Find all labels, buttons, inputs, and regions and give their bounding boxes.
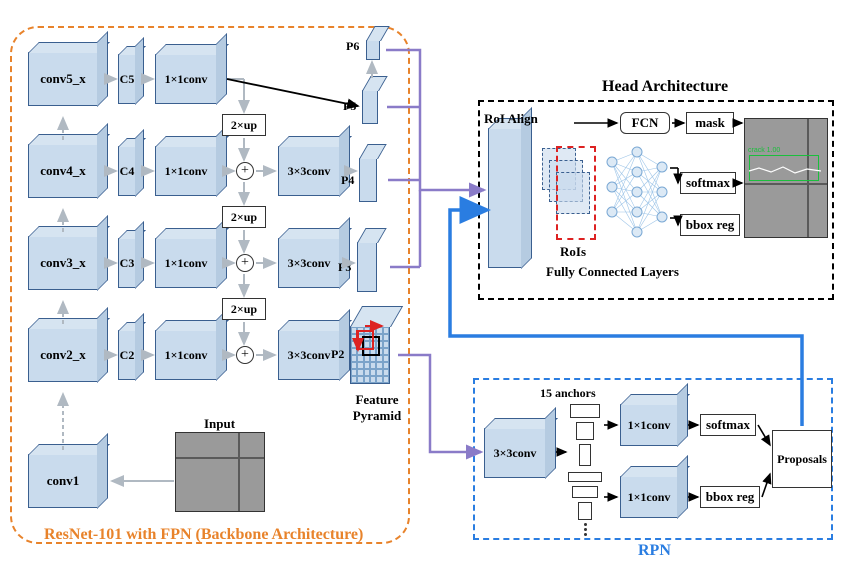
c4-slab: C4 <box>118 146 136 196</box>
mask-box: mask <box>686 112 734 134</box>
up-3to2: 2×up <box>222 298 266 320</box>
p2-label: P2 <box>331 347 344 362</box>
softmax-box: softmax <box>680 172 736 194</box>
out-p4: 3×3conv <box>278 146 340 196</box>
lat-conv5: 1×1conv <box>155 54 217 104</box>
up-4to3: 2×up <box>222 206 266 228</box>
out-p3: 3×3conv <box>278 238 340 288</box>
anchor-4 <box>568 472 602 482</box>
fc-layers <box>602 142 672 252</box>
crack-annot: crack 1.00 <box>748 147 780 154</box>
rpn-softmax: softmax <box>700 414 756 436</box>
roi-align-label: RoI Align <box>484 111 538 127</box>
rpn-proposals: Proposals <box>772 430 832 488</box>
up-5to4: 2×up <box>222 114 266 136</box>
p2-window-red <box>356 330 374 350</box>
feature-pyramid-label: Feature Pyramid <box>342 392 412 424</box>
conv5-block: conv5_x <box>28 52 98 106</box>
input-image <box>175 432 265 512</box>
input-label: Input <box>204 416 235 432</box>
add-p3: + <box>236 254 254 272</box>
head-title: Head Architecture <box>602 78 728 96</box>
output-image <box>744 118 828 238</box>
fc-label: Fully Connected Layers <box>546 264 679 280</box>
fcn-box: FCN <box>620 112 670 134</box>
rpn-title: RPN <box>638 542 671 560</box>
backbone-title: ResNet-101 with FPN (Backbone Architectu… <box>44 526 363 544</box>
rpn-1x1-b: 1×1conv <box>620 476 678 518</box>
anchor-dots <box>584 523 587 536</box>
lat-conv3: 1×1conv <box>155 238 217 288</box>
lat-conv2: 1×1conv <box>155 330 217 380</box>
rois-label: RoIs <box>560 244 586 260</box>
c3-slab: C3 <box>118 238 136 288</box>
add-p4: + <box>236 162 254 180</box>
p3-sheet <box>357 242 377 292</box>
p4-label: P4 <box>341 173 354 188</box>
conv4-block: conv4_x <box>28 144 98 198</box>
conv2-block: conv2_x <box>28 328 98 382</box>
c5-slab: C5 <box>118 54 136 104</box>
conv3-block: conv3_x <box>28 236 98 290</box>
p4-sheet <box>359 158 377 202</box>
rpn-conv: 3×3conv <box>484 428 546 478</box>
p5-label: P5 <box>343 99 356 114</box>
p6-sheet <box>366 40 380 60</box>
roi-align-block <box>488 128 522 268</box>
add-p2: + <box>236 346 254 364</box>
anchor-1 <box>570 404 600 418</box>
anchor-2 <box>576 422 594 440</box>
anchor-3 <box>579 444 591 466</box>
anchor-5 <box>572 486 598 498</box>
p6-label: P6 <box>346 39 359 54</box>
rpn-bboxreg: bbox reg <box>700 486 760 508</box>
anchor-6 <box>578 502 592 520</box>
rois-outline <box>556 146 596 240</box>
p3-label: P3 <box>338 260 351 275</box>
lat-conv4: 1×1conv <box>155 146 217 196</box>
anchor-count: 15 anchors <box>540 386 596 401</box>
c2-slab: C2 <box>118 330 136 380</box>
bboxreg-box: bbox reg <box>680 214 740 236</box>
conv1-block: conv1 <box>28 454 98 508</box>
rpn-1x1-a: 1×1conv <box>620 404 678 446</box>
p5-sheet <box>362 90 378 124</box>
